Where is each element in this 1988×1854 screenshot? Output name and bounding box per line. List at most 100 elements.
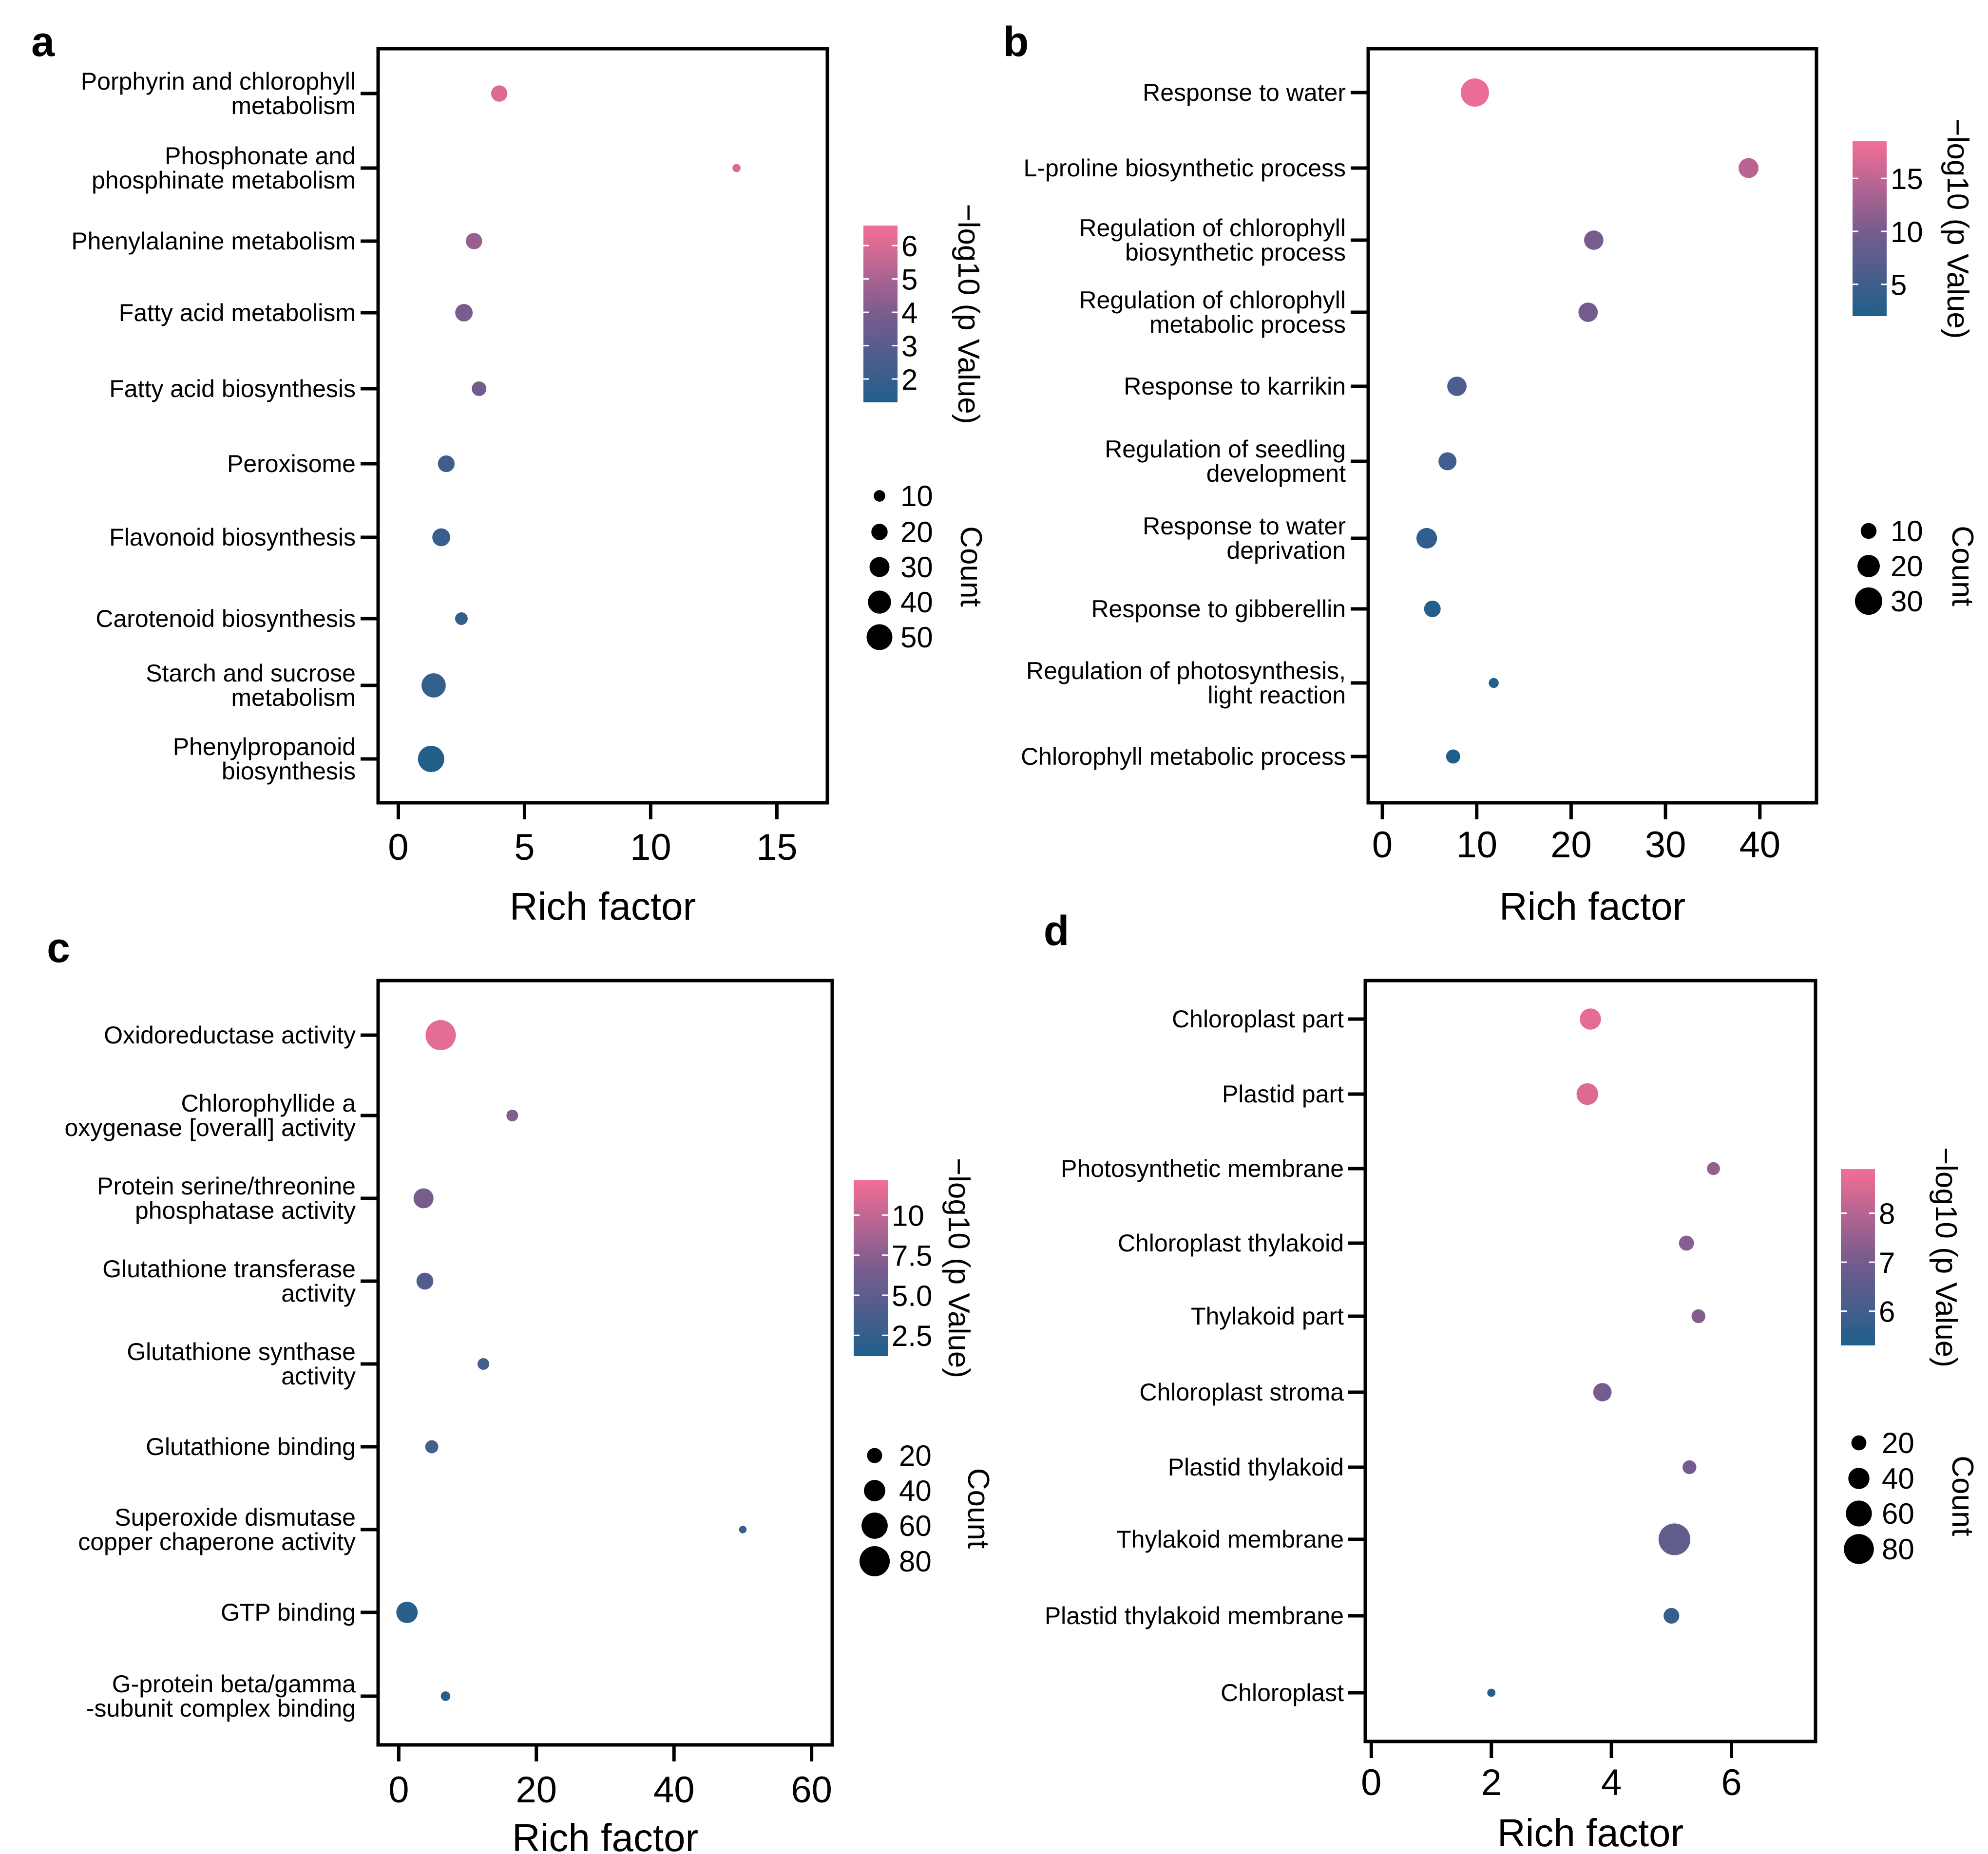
panel-letter: a [31,19,55,65]
category-label: Chloroplast thylakoid [1118,1230,1344,1257]
size-legend-label: 40 [1882,1462,1914,1495]
category-label-line: biosynthetic process [1125,239,1346,266]
category-label-line: Carotenoid biosynthesis [96,605,356,632]
data-point [491,85,508,102]
category-label-line: deprivation [1226,537,1346,564]
x-tick-label: 0 [1361,1762,1381,1803]
x-tick-label: 10 [630,827,671,868]
category-label-line: Fatty acid biosynthesis [109,375,356,402]
color-bar-label: 6 [901,230,918,263]
color-legend-title: −log10 (p Value) [952,204,985,424]
color-bar [1853,141,1887,316]
plot-frame [1363,979,1817,1743]
data-point [1580,1008,1601,1030]
category-label: Chlorophyll metabolic process [1021,743,1346,770]
data-point [1438,452,1457,471]
category-label-line: Phenylalanine metabolism [71,227,356,255]
data-point [1691,1309,1705,1324]
category-label: Glutathione binding [146,1433,356,1460]
data-point [425,1020,456,1051]
color-bar-label: 8 [1879,1198,1895,1230]
category-label: G-protein beta/gamma -subunit complex bin… [86,1670,356,1722]
panel-letter: b [1003,19,1029,65]
category-label-line: copper chaperone activity [78,1528,356,1555]
size-legend-label: 30 [1891,585,1923,618]
x-tick-label: 30 [1645,824,1686,866]
category-label: Peroxisome [227,450,356,477]
size-legend-label: 20 [1882,1427,1914,1459]
x-tick-label: 60 [791,1769,832,1811]
panel-letter: d [1044,908,1070,954]
category-label: GTP binding [221,1599,356,1626]
category-label: Response to water deprivation [1143,512,1346,564]
category-label-line: Chloroplast thylakoid [1118,1230,1344,1257]
color-bar [854,1180,888,1356]
category-label: Regulation of chlorophyll biosynthetic pr… [1079,214,1346,266]
size-legend-title: Count [961,1468,995,1549]
category-label-line: Response to gibberellin [1091,595,1346,623]
category-label-line: Regulation of seedling [1105,435,1346,463]
size-legend-circle [1844,1534,1874,1564]
color-bar-label: 7.5 [892,1240,932,1272]
x-tick-label: 40 [1740,824,1781,866]
data-point [421,673,446,698]
x-tick-label: 0 [1372,824,1393,866]
plot-frame [376,979,834,1747]
color-bar [1841,1169,1875,1345]
category-label-line: Phosphonate and [165,142,356,170]
data-point [1446,749,1460,764]
color-bar-label: 10 [892,1199,924,1232]
size-legend-title: Count [1946,526,1979,606]
category-label-line: Chloroplast part [1172,1005,1344,1033]
x-tick-label: 4 [1601,1762,1622,1803]
size-legend-circle [868,590,891,614]
data-point [1416,528,1437,549]
size-legend-label: 40 [899,1475,932,1507]
size-legend-label: 80 [899,1545,932,1578]
color-bar-label: 5 [901,264,918,296]
category-label-line: Thylakoid part [1191,1303,1344,1330]
size-legend-circle [871,524,888,540]
category-label-line: Thylakoid membrane [1116,1526,1344,1553]
color-legend-title: −log10 (p Value) [1929,1147,1963,1367]
category-label-line: Oxidoreductase activity [104,1022,356,1049]
data-point [1663,1608,1680,1624]
color-legend-title: −log10 (p Value) [942,1158,975,1378]
category-label: Chloroplast part [1172,1005,1344,1033]
size-legend-circle [1851,1435,1867,1451]
color-bar-label: 15 [1891,163,1923,195]
color-bar-label: 2.5 [892,1320,932,1352]
x-tick-label: 15 [756,827,798,868]
size-legend-circle [869,557,890,577]
data-point [1739,158,1759,178]
category-label-line: activity [281,1280,356,1307]
data-point [1584,230,1604,250]
size-legend-circle [1857,555,1880,577]
category-label: Plastid thylakoid membrane [1045,1602,1344,1629]
category-label-line: metabolism [231,684,356,711]
data-point [1658,1523,1691,1555]
category-label-line: Regulation of chlorophyll [1079,214,1346,242]
category-label-line: GTP binding [221,1599,356,1626]
data-point [472,381,487,396]
size-legend-label: 20 [899,1439,932,1472]
size-legend-circle [874,490,885,502]
color-bar-label: 10 [1891,216,1923,248]
data-point [739,1526,747,1533]
size-legend-title: Count [1946,1456,1979,1536]
color-bar-label: 5 [1891,269,1907,302]
category-label: Carotenoid biosynthesis [96,605,356,632]
category-label: Glutathione transferase activity [102,1255,356,1307]
x-tick-label: 0 [388,827,408,868]
data-point [1460,78,1489,107]
size-legend-label: 60 [1882,1497,1914,1530]
category-label-line: Superoxide dismutase [115,1504,356,1531]
data-point [478,1358,490,1370]
size-legend-circle [1846,1500,1872,1527]
category-label-line: Peroxisome [227,450,356,477]
color-legend-title: −log10 (p Value) [1941,118,1974,339]
data-point [732,164,741,172]
category-label: Thylakoid part [1191,1303,1344,1330]
